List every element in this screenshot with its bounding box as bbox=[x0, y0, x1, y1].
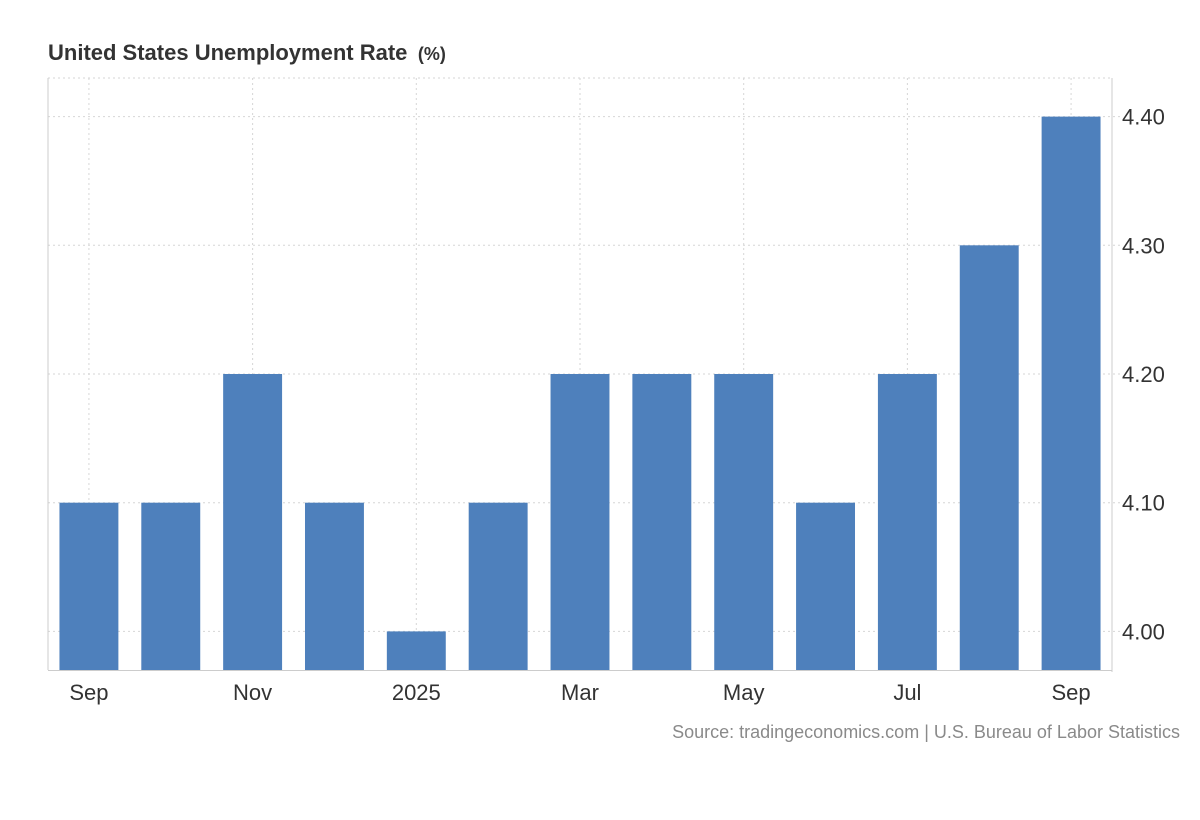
bar-nov-2024[interactable] bbox=[223, 374, 283, 670]
y-tick-label: 4.00 bbox=[1122, 619, 1165, 644]
y-axis-tick-labels: 4.00 4.10 4.20 4.30 4.40 bbox=[1122, 105, 1165, 645]
x-tick-label: Jul bbox=[893, 680, 921, 705]
bar-apr-2025[interactable] bbox=[632, 374, 692, 670]
x-tick-label: Mar bbox=[561, 680, 599, 705]
y-tick-label: 4.20 bbox=[1122, 362, 1165, 387]
x-tick-label: May bbox=[723, 680, 765, 705]
bar-aug-2025[interactable] bbox=[959, 245, 1019, 670]
axes bbox=[47, 78, 1113, 672]
bar-jul-2025[interactable] bbox=[877, 374, 937, 670]
bar-jan-2025[interactable] bbox=[386, 631, 446, 670]
bar-sep-2024[interactable] bbox=[59, 502, 119, 670]
y-tick-label: 4.40 bbox=[1122, 105, 1165, 130]
y-tick-label: 4.10 bbox=[1122, 491, 1165, 516]
x-tick-label: Sep bbox=[69, 680, 108, 705]
bar-feb-2025[interactable] bbox=[468, 502, 528, 670]
bars bbox=[59, 116, 1101, 670]
bar-dec-2024[interactable] bbox=[304, 502, 364, 670]
chart-title-text: United States Unemployment Rate bbox=[48, 40, 407, 65]
bar-may-2025[interactable] bbox=[714, 374, 774, 670]
y-tick-label: 4.30 bbox=[1122, 233, 1165, 258]
bar-mar-2025[interactable] bbox=[550, 374, 610, 670]
bar-oct-2024[interactable] bbox=[141, 502, 201, 670]
x-tick-label: Nov bbox=[233, 680, 272, 705]
chart-title: United States Unemployment Rate (%) bbox=[48, 40, 446, 65]
x-tick-label: Sep bbox=[1051, 680, 1090, 705]
x-tick-label: 2025 bbox=[392, 680, 441, 705]
bar-sep-2025[interactable] bbox=[1041, 116, 1101, 670]
bar-jun-2025[interactable] bbox=[796, 502, 856, 670]
chart-title-unit: (%) bbox=[418, 44, 446, 64]
source-note: Source: tradingeconomics.com | U.S. Bure… bbox=[672, 722, 1180, 742]
x-axis-tick-labels: Sep Nov 2025 Mar May Jul Sep bbox=[69, 680, 1090, 705]
